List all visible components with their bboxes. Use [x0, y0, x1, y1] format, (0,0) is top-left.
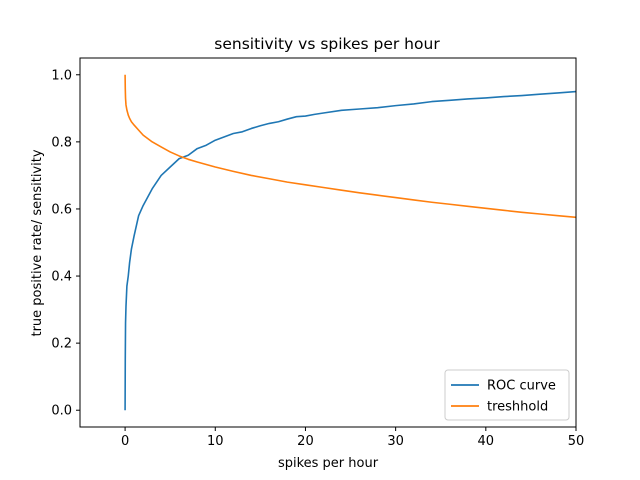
- y-tick-label: 0.2: [51, 337, 72, 352]
- y-tick-label: 0.8: [51, 135, 72, 150]
- x-tick-label: 10: [207, 434, 224, 449]
- plot-area: [124, 74, 576, 411]
- legend-box: [444, 369, 570, 421]
- series-line-1: [124, 74, 576, 219]
- x-tick-label: 50: [568, 434, 585, 449]
- x-tick-label: 30: [387, 434, 404, 449]
- y-axis-label: true positive rate/ sensitivity: [30, 149, 45, 336]
- legend-label-1: treshhold: [487, 400, 548, 415]
- y-tick-label: 0.0: [51, 404, 72, 419]
- legend-label-0: ROC curve: [487, 379, 556, 394]
- plot-frame: [79, 57, 577, 428]
- axes: 0 10 20 30 40 50 0.0 0.2 0.4 0.6 0.8 1.0: [51, 57, 585, 449]
- legend: ROC curve treshhold: [444, 369, 570, 421]
- series-line-0: [124, 90, 576, 411]
- x-axis-label: spikes per hour: [278, 456, 379, 471]
- y-tick-label: 1.0: [51, 68, 72, 83]
- chart-title: sensitivity vs spikes per hour: [214, 35, 440, 53]
- x-tick-label: 0: [121, 434, 129, 449]
- y-tick-label: 0.6: [51, 202, 72, 217]
- y-tick-label: 0.4: [51, 270, 72, 285]
- x-tick-label: 40: [478, 434, 495, 449]
- x-tick-label: 20: [297, 434, 314, 449]
